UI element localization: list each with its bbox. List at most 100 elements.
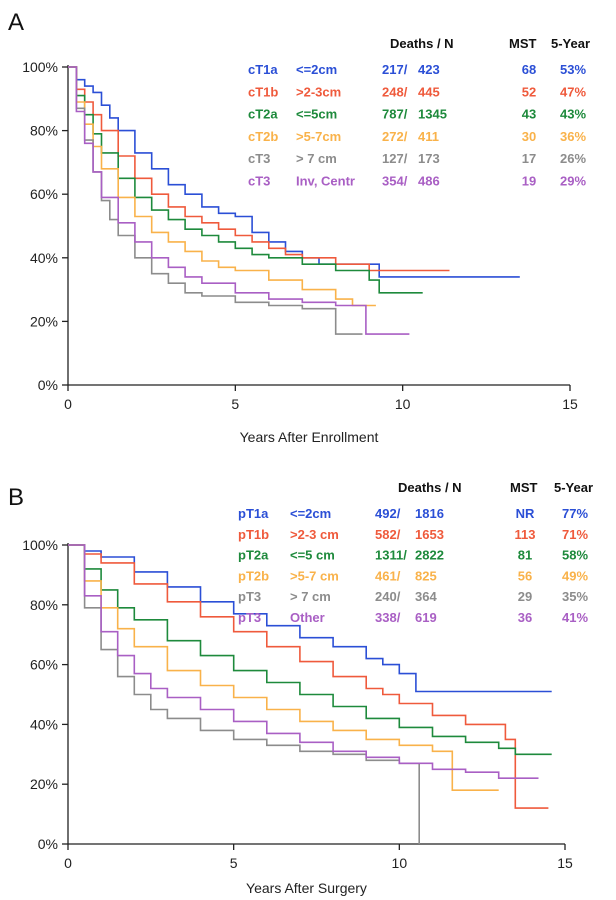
- legend-deaths-value: 217/: [382, 62, 408, 77]
- legend-series-criterion: >2-3cm: [296, 84, 341, 99]
- x-tick-label: 0: [64, 396, 72, 412]
- legend-deaths-value: 338/: [375, 610, 401, 625]
- panel-a: A 0% 20% 40% 60% 80% 100% 0 5 10 15 Years After Enr…: [8, 9, 590, 445]
- series-line-pt1b-1: [68, 544, 549, 809]
- legend-n-value: 364: [415, 589, 437, 604]
- y-tick-label: 40%: [30, 716, 58, 732]
- legend-mst-value: NR: [516, 506, 535, 521]
- legend-deaths-value: 272/: [382, 129, 408, 144]
- legend-deaths-value: 248/: [382, 84, 408, 99]
- legend-series-name: cT2b: [248, 129, 278, 144]
- legend-5-year-value: 41%: [562, 610, 588, 625]
- y-tick-label: 60%: [30, 186, 58, 202]
- legend-series-name: pT3: [238, 610, 261, 625]
- legend-series-criterion: >5-7 cm: [290, 568, 339, 583]
- panel-letter: B: [8, 484, 24, 511]
- legend-n-value: 1345: [418, 107, 447, 122]
- series-line-ct1a-0: [68, 66, 520, 278]
- legend-n-value: 2822: [415, 548, 444, 563]
- legend-header-deaths: Deaths / N: [398, 480, 462, 495]
- legend-5-year-value: 43%: [560, 107, 586, 122]
- x-tick-label: 15: [557, 855, 573, 871]
- legend-mst-value: 68: [522, 62, 536, 77]
- y-tick-label: 20%: [30, 313, 58, 329]
- legend-series-name: pT1b: [238, 527, 269, 542]
- legend-series-criterion: Inv, Centr: [296, 174, 355, 189]
- legend-5-year-value: 49%: [562, 568, 588, 583]
- legend-series-criterion: <=5 cm: [290, 548, 335, 563]
- series-line-pt2b-3: [68, 544, 499, 791]
- legend-header-mst: MST: [509, 36, 537, 51]
- legend-series-name: cT3: [248, 174, 270, 189]
- legend-deaths-value: 787/: [382, 107, 408, 122]
- legend-series-criterion: > 7 cm: [296, 151, 337, 166]
- legend-header-deaths: Deaths / N: [390, 36, 454, 51]
- legend-series-criterion: <=2cm: [290, 506, 331, 521]
- legend-series-name: cT3: [248, 151, 270, 166]
- legend-series-criterion: Other: [290, 610, 325, 625]
- legend-mst-value: 113: [515, 527, 536, 542]
- legend-series-criterion: <=2cm: [296, 62, 337, 77]
- legend-5-year-value: 58%: [562, 548, 588, 563]
- legend-series-name: cT2a: [248, 107, 278, 122]
- legend-n-value: 1653: [415, 527, 444, 542]
- y-tick-label: 0%: [38, 377, 58, 393]
- legend-mst-value: 17: [522, 151, 536, 166]
- legend-header-5-year: 5-Year: [554, 480, 593, 495]
- series-line-ct3-5: [68, 66, 410, 335]
- legend-n-value: 825: [415, 568, 437, 583]
- x-tick-label: 5: [230, 855, 238, 871]
- legend-5-year-value: 36%: [560, 129, 586, 144]
- legend-deaths-value: 582/: [375, 527, 401, 542]
- legend-mst-value: 29: [518, 589, 532, 604]
- legend-n-value: 411: [418, 129, 439, 144]
- panel-b: B 0% 20% 40% 60% 80% 100% 0 5 10 15 Years After Sur…: [8, 480, 593, 896]
- legend-mst-value: 19: [522, 174, 536, 189]
- legend-mst-value: 30: [522, 129, 536, 144]
- legend-mst-value: 36: [518, 610, 532, 625]
- y-tick-label: 20%: [30, 776, 58, 792]
- legend-deaths-value: 492/: [375, 506, 401, 521]
- legend-mst-value: 52: [522, 84, 536, 99]
- legend-deaths-value: 127/: [382, 151, 408, 166]
- y-tick-label: 100%: [22, 59, 58, 75]
- legend-n-value: 1816: [415, 506, 444, 521]
- legend-5-year-value: 53%: [560, 62, 586, 77]
- y-tick-label: 80%: [30, 597, 58, 613]
- x-tick-label: 0: [64, 855, 72, 871]
- legend-5-year-value: 71%: [562, 527, 588, 542]
- y-tick-label: 80%: [30, 123, 58, 139]
- legend-series-criterion: > 7 cm: [290, 589, 331, 604]
- legend-5-year-value: 35%: [562, 589, 588, 604]
- legend-mst-value: 43: [522, 107, 536, 122]
- legend-5-year-value: 26%: [560, 151, 586, 166]
- x-tick-label: 10: [395, 396, 411, 412]
- legend-5-year-value: 47%: [560, 84, 586, 99]
- legend-series-name: pT1a: [238, 506, 269, 521]
- legend-series-name: pT3: [238, 589, 261, 604]
- legend-deaths-value: 1311/: [375, 548, 407, 563]
- x-axis-label: Years After Surgery: [246, 880, 367, 896]
- legend-n-value: 423: [418, 62, 440, 77]
- y-tick-label: 0%: [38, 836, 58, 852]
- panel-letter: A: [8, 9, 24, 36]
- legend-series-name: cT1a: [248, 62, 278, 77]
- legend-series-name: cT1b: [248, 84, 278, 99]
- x-axis-label: Years After Enrollment: [240, 429, 379, 445]
- y-tick-label: 60%: [30, 657, 58, 673]
- series-line-pt3-5: [68, 544, 539, 779]
- legend-header-mst: MST: [510, 480, 538, 495]
- series-line-pt1a-0: [68, 544, 552, 693]
- legend-series-criterion: >2-3 cm: [290, 527, 339, 542]
- legend-series-name: pT2b: [238, 568, 269, 583]
- legend-n-value: 173: [418, 151, 440, 166]
- legend-5-year-value: 77%: [562, 506, 588, 521]
- y-tick-label: 40%: [30, 250, 58, 266]
- legend-n-value: 445: [418, 84, 440, 99]
- legend-deaths-value: 461/: [375, 568, 401, 583]
- legend-mst-value: 56: [518, 568, 532, 583]
- series-line-ct1b-1: [68, 66, 450, 272]
- legend-header-5-year: 5-Year: [551, 36, 590, 51]
- series-line-ct2b-3: [68, 66, 376, 307]
